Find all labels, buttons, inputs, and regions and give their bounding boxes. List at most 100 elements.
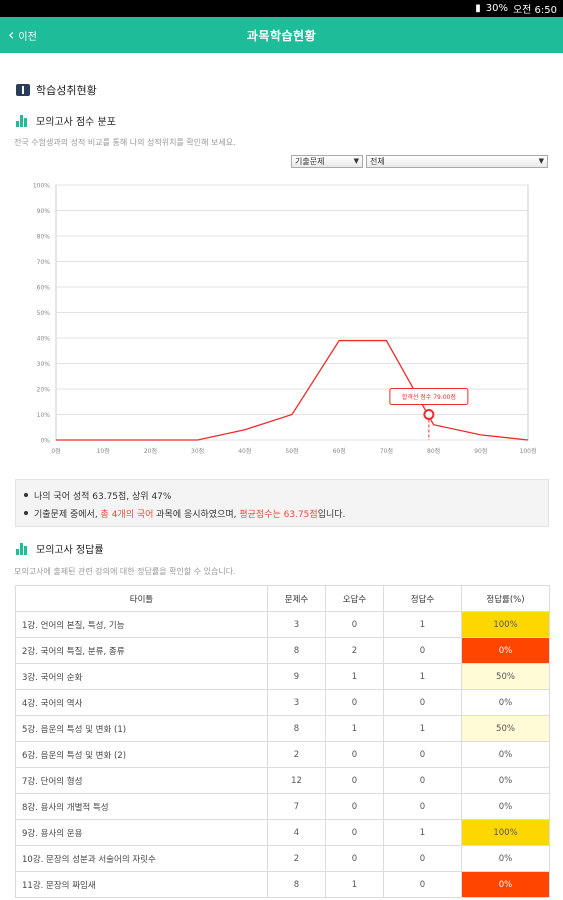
title-cell: 11강. 문장의 짜임새	[15, 871, 268, 898]
table-row: 10강. 문장의 성분과 서술어의 자릿수 2 0 0 0%	[15, 845, 550, 872]
wrong-count-cell: 0	[325, 741, 384, 768]
scope-select[interactable]: 전체 ▼	[366, 155, 548, 168]
rate-heading-text: 모의고사 정답률	[36, 545, 104, 556]
pass-score-tooltip	[389, 388, 469, 405]
title-cell: 1강. 언어의 본질, 특성, 기능	[15, 611, 268, 638]
title-cell: 8강. 용사의 개별적 특성	[15, 793, 268, 820]
summary-part: 입니다.	[317, 509, 346, 520]
correct-count-cell: 1	[383, 611, 462, 638]
title-cell: 7강. 단어의 형성	[15, 767, 268, 794]
x-tick-label: 80점	[427, 448, 440, 455]
bullet-icon	[24, 493, 28, 497]
wrong-count-cell: 0	[325, 767, 384, 794]
correct-count-cell: 1	[383, 663, 462, 690]
title-cell: 4강. 국어의 역사	[15, 689, 268, 716]
table-row: 6강. 음운의 특성 및 변화 (2) 2 0 0 0%	[15, 741, 550, 768]
column-header: 정답률(%)	[461, 585, 550, 612]
correct-count-cell: 0	[383, 793, 462, 820]
table-row: 2강. 국어의 특질, 분류, 종류 8 2 0 0%	[15, 637, 550, 664]
distribution-description: 전국 수험생과의 성적 비교를 통해 나의 성적위치를 확인해 보세요.	[14, 138, 236, 147]
question-count-cell: 8	[267, 871, 326, 898]
series-line	[56, 339, 529, 441]
column-header: 문제수	[267, 585, 326, 612]
pass-score-label: 합격선 점수 79.00점	[402, 393, 456, 401]
average-score: 평균점수는 63.75점	[239, 509, 318, 520]
y-tick-label: 90%	[37, 208, 51, 215]
rate-cell: 0%	[461, 767, 550, 794]
title-cell: 5강. 음운의 특성 및 변화 (1)	[15, 715, 268, 742]
y-tick-label: 0%	[40, 438, 50, 445]
back-button[interactable]: ‹ 이전	[8, 17, 37, 53]
summary-part: 과목에 응시하였으며,	[153, 509, 240, 520]
rate-cell: 0%	[461, 871, 550, 898]
correct-count-cell: 0	[383, 689, 462, 716]
wrong-count-cell: 0	[325, 611, 384, 638]
battery-level: 30%	[485, 3, 508, 14]
battery-icon: ▮	[475, 3, 481, 14]
correct-count-cell: 0	[383, 767, 462, 794]
y-tick-label: 10%	[37, 412, 51, 419]
y-tick-label: 60%	[37, 285, 51, 292]
rate-cell: 50%	[461, 715, 550, 742]
rate-cell: 100%	[461, 611, 550, 638]
rate-cell: 0%	[461, 637, 550, 664]
wrong-count-cell: 0	[325, 689, 384, 716]
app-header: ‹ 이전 과목학습현황	[0, 17, 563, 53]
y-tick-label: 80%	[37, 234, 51, 241]
y-tick-label: 40%	[37, 336, 51, 343]
correct-count-cell: 1	[383, 715, 462, 742]
dropdown-arrow-icon: ▼	[538, 157, 544, 165]
rate-cell: 100%	[461, 819, 550, 846]
status-bar: ▮ 30% 오전 6:50	[0, 0, 563, 17]
book-icon	[16, 84, 30, 96]
column-header: 정답수	[383, 585, 462, 612]
x-tick-label: 60점	[333, 448, 346, 455]
column-header: 타이틀	[15, 585, 268, 612]
clock: 오전 6:50	[512, 5, 557, 16]
dropdown-arrow-icon: ▼	[353, 157, 359, 165]
question-count-cell: 2	[267, 845, 326, 872]
question-count-cell: 3	[267, 689, 326, 716]
bar-chart-icon	[16, 114, 30, 127]
bar-chart-icon	[16, 542, 30, 555]
score-summary-box: 나의 국어 성적 63.75점, 상위 47% 기출문제 중에서, 총 4개의 …	[15, 479, 549, 527]
summary-line: 기출문제 중에서, 총 4개의 국어 과목에 응시하였으며, 평균점수는 63.…	[24, 504, 540, 522]
x-tick-label: 90점	[474, 448, 487, 455]
wrong-count-cell: 1	[325, 715, 384, 742]
title-cell: 10강. 문장의 성분과 서술어의 자릿수	[15, 845, 268, 872]
rate-cell: 0%	[461, 741, 550, 768]
table-row: 11강. 문장의 짜임새 8 1 0 0%	[15, 871, 550, 898]
y-tick-label: 30%	[37, 361, 51, 368]
y-tick-label: 20%	[37, 387, 51, 394]
subject-count: 총 4개의 국어	[100, 509, 154, 520]
table-row: 3강. 국어의 순화 9 1 1 50%	[15, 663, 550, 690]
x-tick-label: 20점	[144, 448, 157, 455]
rate-heading: 모의고사 정답률	[16, 541, 104, 556]
x-tick-label: 100점	[520, 448, 537, 455]
scope-value: 전체	[370, 157, 385, 166]
rate-cell: 0%	[461, 793, 550, 820]
correct-count-cell: 0	[383, 871, 462, 898]
table-row: 4강. 국어의 역사 3 0 0 0%	[15, 689, 550, 716]
title-cell: 6강. 음운의 특성 및 변화 (2)	[15, 741, 268, 768]
bullet-icon	[24, 511, 28, 515]
score-distribution-chart: 0% 10% 20% 30% 40% 50% 60% 70% 80% 90% 100% 0점 10점 2…	[33, 183, 537, 456]
y-tick-label: 70%	[37, 259, 51, 266]
exam-type-select[interactable]: 기출문제 ▼	[291, 155, 363, 168]
x-tick-label: 0점	[51, 448, 60, 455]
exam-summary-text: 기출문제 중에서, 총 4개의 국어 과목에 응시하였으며, 평균점수는 63.…	[34, 507, 345, 520]
x-tick-label: 70점	[380, 448, 393, 455]
x-tick-label: 40점	[238, 448, 251, 455]
rate-cell: 0%	[461, 689, 550, 716]
x-tick-label: 50점	[285, 448, 298, 455]
table-row: 9강. 용사의 운용 4 0 1 100%	[15, 819, 550, 846]
chevron-left-icon: ‹	[8, 25, 15, 44]
table-row: 8강. 용사의 개별적 특성 7 0 0 0%	[15, 793, 550, 820]
wrong-count-cell: 1	[325, 871, 384, 898]
wrong-count-cell: 0	[325, 845, 384, 872]
table-header-row: 타이틀 문제수 오답수 정답수 정답률(%)	[15, 585, 550, 612]
correct-rate-table: 타이틀 문제수 오답수 정답수 정답률(%) 1강. 언어의 본질, 특성, 기…	[15, 585, 550, 898]
page-title: 과목학습현황	[246, 28, 317, 43]
question-count-cell: 7	[267, 793, 326, 820]
summary-line: 나의 국어 성적 63.75점, 상위 47%	[24, 486, 540, 504]
